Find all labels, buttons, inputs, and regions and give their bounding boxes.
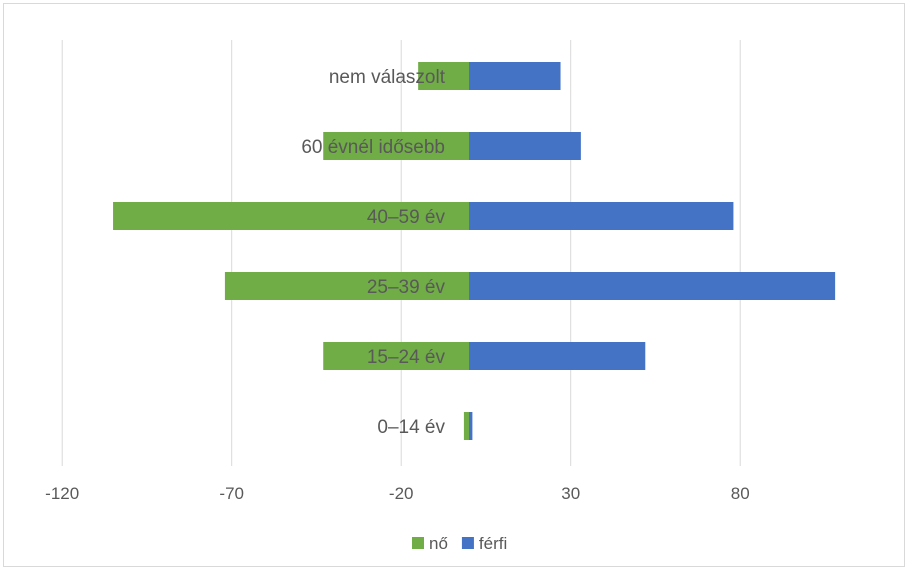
- bar-férfi-4: [469, 342, 646, 370]
- x-tick-label-4: 80: [731, 484, 750, 503]
- x-tick-label-0: -120: [45, 484, 79, 503]
- legend: nő férfi: [412, 534, 507, 553]
- chart-frame: nem válaszolt 60 évnél idősebb 40–59 év 25–…: [3, 3, 905, 567]
- bar-nő-0: [418, 62, 469, 90]
- bar-nő-5: [463, 412, 469, 440]
- bar-nő-1: [323, 132, 469, 160]
- bar-férfi-5: [469, 412, 473, 440]
- legend-label-1: férfi: [479, 534, 507, 553]
- bar-férfi-2: [469, 202, 734, 230]
- x-tick-labels: -120 -70 -20 30 80: [45, 484, 749, 503]
- population-bar-chart: nem válaszolt 60 évnél idősebb 40–59 év 25–…: [45, 40, 836, 553]
- legend-label-0: nő: [429, 534, 448, 553]
- bar-férfi-1: [469, 132, 581, 160]
- bars: [113, 62, 836, 440]
- gridlines: [61, 40, 741, 466]
- category-label-3: 25–39 év: [367, 277, 446, 298]
- category-label-5: 0–14 év: [377, 417, 445, 438]
- category-label-1: 60 évnél idősebb: [301, 137, 445, 158]
- category-label-2: 40–59 év: [367, 207, 446, 228]
- bar-nő-2: [113, 202, 470, 230]
- legend-swatch-0: [412, 537, 424, 549]
- x-tick-label-3: 30: [561, 484, 580, 503]
- bar-férfi-0: [469, 62, 561, 90]
- category-labels: nem válaszolt 60 évnél idősebb 40–59 év 25–…: [301, 67, 445, 438]
- bar-nő-3: [224, 272, 469, 300]
- legend-swatch-1: [461, 537, 474, 549]
- bar-nő-4: [323, 342, 469, 370]
- category-label-4: 15–24 év: [367, 347, 446, 368]
- x-tick-label-1: -70: [219, 484, 244, 503]
- bar-férfi-3: [469, 272, 836, 300]
- x-tick-label-2: -20: [389, 484, 414, 503]
- category-label-0: nem válaszolt: [329, 67, 446, 88]
